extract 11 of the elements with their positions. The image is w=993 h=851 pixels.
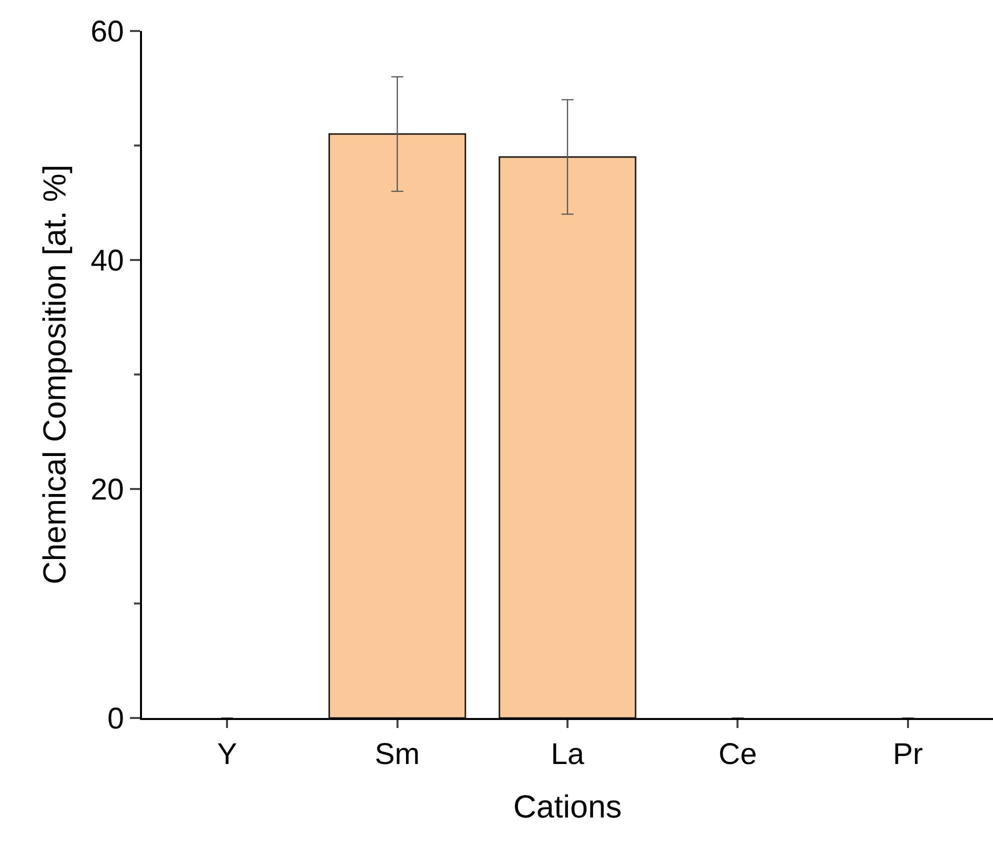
y-axis-title: Chemical Composition [at. %] [36, 164, 72, 584]
y-tick-label: 0 [107, 702, 124, 736]
x-tick-label: La [550, 738, 584, 771]
x-tick-label: Sm [374, 738, 420, 771]
x-tick-label: Y [217, 738, 238, 771]
y-tick-label: 20 [90, 474, 124, 506]
y-tick-label: 40 [90, 244, 124, 278]
y-tick-label: 60 [90, 16, 124, 48]
x-axis-title: Cations [513, 788, 622, 824]
x-tick-label: Pr [892, 738, 923, 771]
x-tick-label: Ce [718, 738, 757, 771]
